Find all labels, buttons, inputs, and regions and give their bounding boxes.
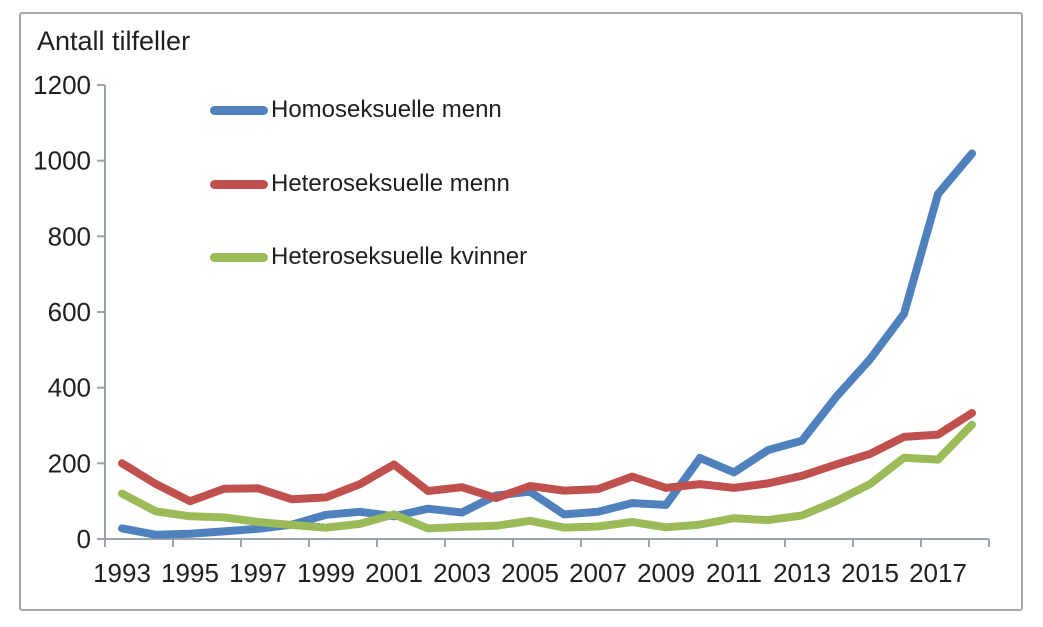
legend-label: Homoseksuelle menn — [271, 96, 502, 123]
series-line-homoseksuelle-menn — [118, 149, 976, 539]
x-tick-label: 2005 — [501, 558, 559, 588]
y-axis-ticks: 0 200 400 600 800 1000 1200 — [33, 70, 105, 554]
legend-line-swatch-blue-icon — [210, 105, 268, 115]
chart-frame — [19, 12, 1023, 611]
legend-label: Heteroseksuelle kvinner — [271, 243, 528, 270]
legend-item-heteroseksuelle-kvinner: Heteroseksuelle kvinner — [210, 243, 527, 271]
y-tick-label: 200 — [48, 448, 91, 478]
chart-title: Antall tilfeller — [37, 26, 191, 56]
legend-line-swatch-red-icon — [210, 179, 268, 189]
series-lines — [118, 149, 976, 539]
x-tick-label: 2007 — [569, 558, 627, 588]
y-tick-label: 0 — [77, 524, 91, 554]
x-tick-label: 2003 — [433, 558, 491, 588]
x-tick-label: 2013 — [773, 558, 831, 588]
x-tick-label: 1997 — [229, 558, 287, 588]
x-tick-label: 1993 — [93, 558, 151, 588]
legend-item-heteroseksuelle-menn: Heteroseksuelle menn — [210, 170, 510, 198]
series-line-heteroseksuelle-kvinner — [118, 420, 976, 533]
x-tick-label: 2009 — [637, 558, 695, 588]
legend-item-homoseksuelle-menn: Homoseksuelle menn — [210, 96, 502, 124]
x-tick-label: 1995 — [161, 558, 219, 588]
x-tick-label: 2001 — [365, 558, 423, 588]
series-line-heteroseksuelle-menn — [118, 409, 976, 506]
x-tick-label: 1999 — [297, 558, 355, 588]
y-tick-label: 600 — [48, 297, 91, 327]
x-tick-label: 2011 — [706, 558, 762, 588]
x-axis-ticks: 1993 1995 1997 1999 2001 2003 2005 2007 2009 2011… — [93, 539, 990, 588]
x-tick-label: 2015 — [841, 558, 899, 588]
y-tick-label: 800 — [48, 221, 91, 251]
axes — [104, 85, 989, 540]
x-tick-label: 2017 — [909, 558, 967, 588]
y-tick-label: 1000 — [33, 146, 91, 176]
legend-label: Heteroseksuelle menn — [271, 170, 510, 197]
legend-line-swatch-green-icon — [210, 252, 268, 262]
y-tick-label: 1200 — [33, 70, 91, 100]
y-tick-label: 400 — [48, 373, 91, 403]
